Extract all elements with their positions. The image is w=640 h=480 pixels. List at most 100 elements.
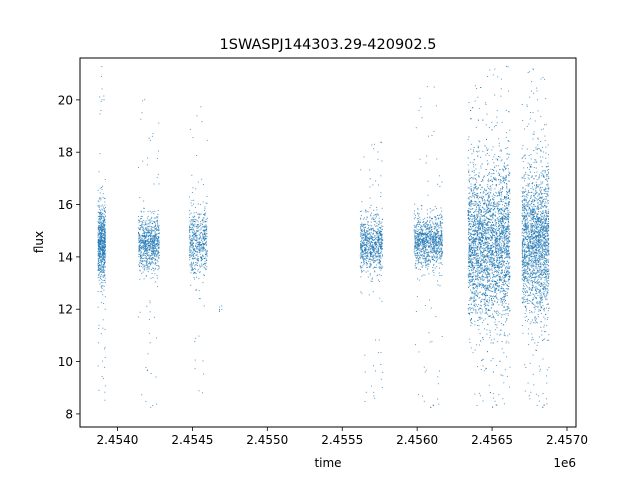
data-point: [104, 254, 106, 256]
data-point: [440, 253, 442, 255]
data-point: [434, 267, 436, 269]
data-point: [494, 68, 496, 70]
data-point: [193, 273, 195, 275]
data-point: [154, 256, 156, 258]
data-point: [198, 290, 200, 292]
data-point: [380, 252, 382, 254]
data-point: [201, 223, 203, 225]
data-point: [433, 263, 435, 265]
data-point: [189, 225, 191, 227]
data-point: [193, 199, 195, 201]
data-point: [102, 243, 104, 245]
data-point: [102, 223, 104, 225]
data-point: [421, 226, 422, 228]
data-point: [370, 243, 371, 245]
data-point: [441, 234, 443, 236]
data-point: [154, 244, 155, 246]
data-point: [377, 237, 379, 239]
data-point: [365, 238, 367, 240]
data-point: [152, 133, 154, 135]
data-point: [440, 255, 442, 257]
data-point: [192, 187, 194, 189]
data-point: [206, 254, 208, 256]
data-point: [98, 225, 99, 227]
data-point: [98, 233, 100, 235]
data-point: [438, 231, 440, 232]
data-point: [143, 208, 145, 209]
data-point: [202, 282, 204, 284]
data-point: [189, 238, 191, 240]
data-point: [415, 262, 417, 264]
data-point: [105, 207, 106, 208]
data-point: [193, 245, 195, 247]
data-point: [202, 241, 204, 242]
data-point: [418, 239, 420, 241]
data-point: [197, 245, 199, 247]
data-point: [437, 254, 439, 256]
data-point: [359, 232, 361, 234]
data-point: [489, 188, 491, 190]
data-point: [158, 258, 160, 260]
data-point: [102, 230, 104, 232]
data-point: [505, 253, 507, 255]
data-point: [155, 216, 157, 218]
data-point: [374, 247, 376, 249]
data-point: [366, 243, 368, 245]
data-point: [378, 217, 380, 219]
data-point: [158, 246, 160, 248]
data-point: [380, 245, 382, 247]
data-point: [428, 263, 430, 265]
data-point: [150, 255, 152, 256]
data-point: [468, 307, 470, 309]
data-point: [430, 250, 432, 252]
data-point: [427, 263, 429, 265]
data-point: [508, 209, 510, 211]
data-point: [419, 223, 421, 225]
data-point: [435, 232, 437, 234]
data-point: [153, 238, 155, 239]
data-point: [421, 231, 423, 233]
data-point: [368, 229, 370, 231]
data-point: [375, 370, 376, 372]
data-point: [101, 262, 102, 264]
data-point: [432, 252, 433, 254]
data-point: [362, 231, 364, 233]
data-point: [414, 235, 416, 237]
data-point: [376, 251, 378, 253]
data-point: [189, 242, 191, 244]
data-point: [376, 264, 378, 266]
data-point: [203, 263, 205, 265]
data-point: [381, 387, 383, 388]
data-point: [480, 277, 482, 279]
data-point: [497, 165, 499, 167]
data-point: [421, 253, 423, 255]
data-point: [424, 253, 426, 255]
data-point: [142, 236, 144, 238]
data-point: [100, 225, 102, 227]
data-point: [199, 249, 201, 251]
data-point: [205, 238, 207, 240]
data-point: [99, 264, 100, 265]
data-point: [141, 242, 143, 244]
data-point: [482, 229, 484, 231]
data-point: [149, 210, 151, 212]
data-point: [426, 217, 428, 219]
data-point: [431, 226, 433, 228]
data-point: [471, 267, 473, 269]
data-point: [509, 267, 511, 269]
data-point: [381, 300, 383, 302]
data-point: [423, 233, 425, 235]
data-point: [485, 241, 487, 243]
data-point: [426, 231, 428, 233]
data-point: [153, 240, 155, 242]
data-point: [202, 243, 204, 245]
data-point: [359, 241, 361, 243]
data-point: [102, 206, 104, 208]
data-point: [422, 264, 424, 266]
data-point: [472, 301, 474, 303]
data-point: [97, 228, 99, 230]
data-point: [423, 225, 425, 227]
data-point: [439, 251, 441, 253]
data-point: [204, 235, 206, 237]
data-point: [371, 144, 373, 146]
